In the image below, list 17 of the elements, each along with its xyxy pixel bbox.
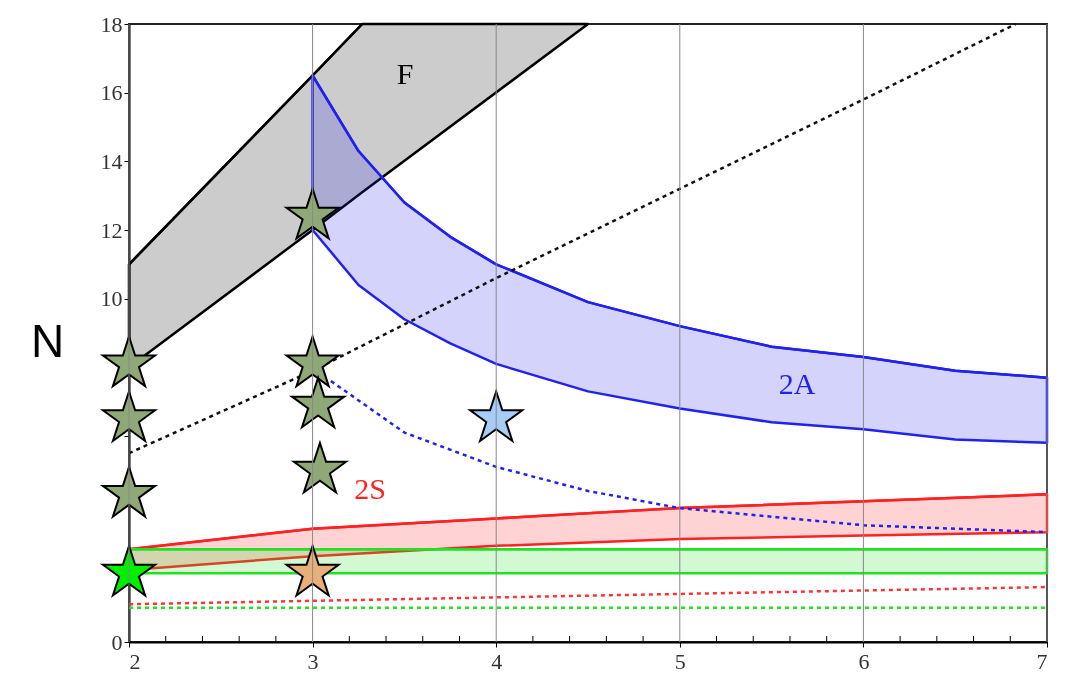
annotation: 2A (778, 367, 816, 400)
y-tick-label: 10 (100, 286, 123, 312)
y-tick-label: 16 (100, 80, 123, 106)
x-tick-label: 6 (858, 648, 870, 674)
x-tick-label: 5 (674, 648, 686, 674)
y-tick-label: 18 (100, 11, 123, 37)
y-tick-label: 0 (111, 629, 123, 655)
x-tick-label: 7 (1036, 648, 1048, 674)
x-tick-label: 3 (307, 648, 319, 674)
annotation: 2S (354, 472, 386, 505)
x-tick-label: 2 (129, 648, 141, 674)
y-tick-label: 14 (100, 148, 123, 174)
line-series (127, 22, 1018, 455)
y-tick-label: 12 (100, 217, 123, 243)
x-tick-label: 4 (491, 648, 503, 674)
y-axis-title: N (30, 314, 65, 367)
annotation: F (396, 57, 414, 90)
